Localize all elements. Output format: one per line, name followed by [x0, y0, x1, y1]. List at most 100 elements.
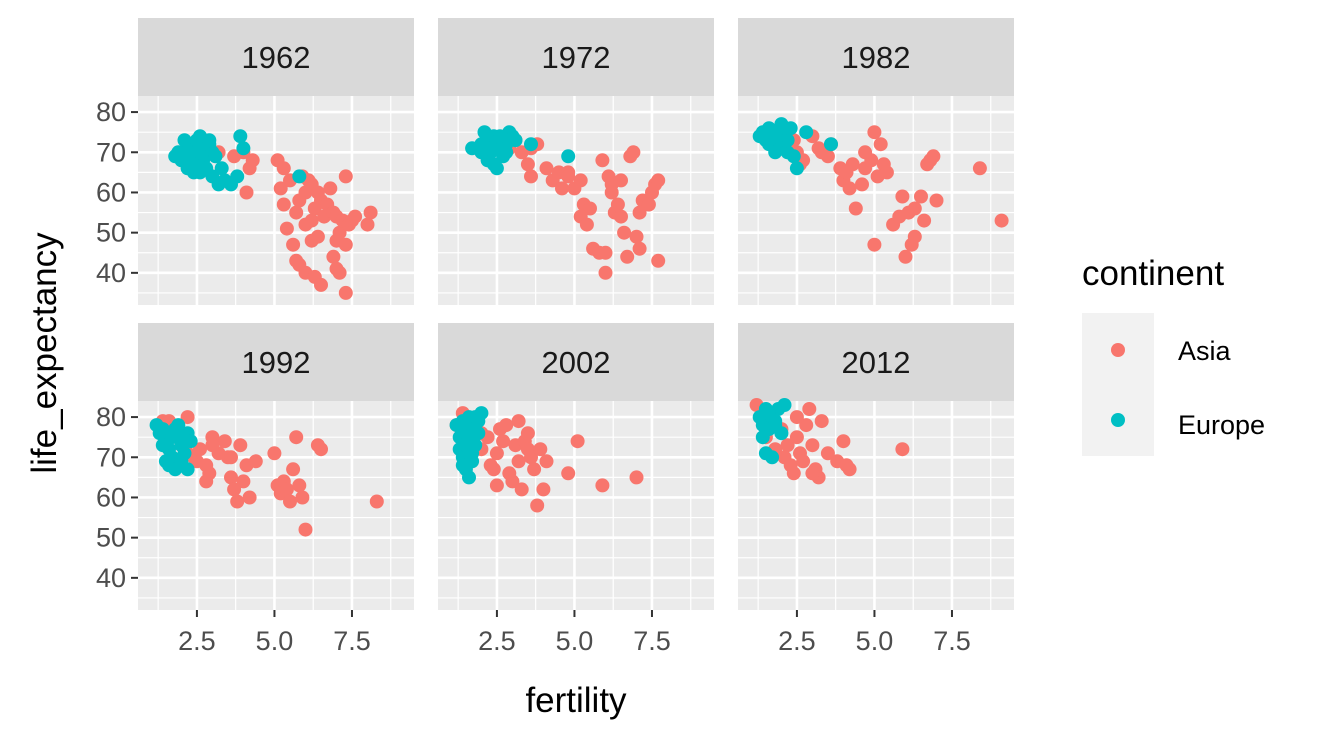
- facet-panels: 1962 1972 1982 1992 2002 2012: [138, 18, 1014, 610]
- data-point-asia: [233, 438, 248, 453]
- data-point-asia: [332, 265, 347, 280]
- data-point-asia: [914, 189, 928, 204]
- data-point-asia: [641, 197, 656, 212]
- data-point-europe: [171, 418, 186, 433]
- data-point-europe: [180, 462, 195, 477]
- data-point-asia: [224, 470, 238, 485]
- data-point-asia: [614, 209, 628, 224]
- data-point-europe: [524, 137, 538, 152]
- facet-panel-1972: 1972: [438, 18, 714, 305]
- data-point-asia: [583, 201, 597, 216]
- y-tick-label: 60: [96, 482, 126, 512]
- data-point-asia: [820, 446, 835, 461]
- data-point-asia: [514, 482, 529, 497]
- data-point-europe: [471, 414, 486, 429]
- data-point-asia: [561, 466, 576, 481]
- facet-strip: [138, 18, 414, 96]
- data-point-asia: [786, 466, 801, 481]
- data-point-asia: [873, 137, 888, 152]
- x-tick-label: 7.5: [933, 626, 971, 656]
- data-point-europe: [755, 430, 770, 445]
- data-point-asia: [496, 434, 511, 449]
- data-point-europe: [202, 133, 217, 148]
- facet-panel-2002: 2002: [438, 323, 714, 610]
- data-point-asia: [789, 410, 804, 425]
- data-point-asia: [227, 482, 242, 497]
- data-point-asia: [314, 277, 328, 292]
- data-point-europe: [789, 161, 804, 176]
- facet-panel-1992: 1992: [138, 323, 414, 610]
- data-point-asia: [573, 173, 588, 188]
- facet-strip-label: 1962: [242, 40, 311, 75]
- data-point-asia: [348, 209, 363, 224]
- data-point-europe: [208, 149, 223, 164]
- facet-panel-1962: 1962: [138, 18, 414, 305]
- data-point-asia: [972, 161, 987, 176]
- data-point-europe: [561, 149, 576, 164]
- data-point-europe: [462, 470, 476, 485]
- data-point-asia: [314, 442, 328, 457]
- data-point-asia: [279, 221, 294, 236]
- legend-key-asia: [1111, 343, 1125, 357]
- data-point-europe: [214, 161, 229, 176]
- data-point-europe: [483, 141, 498, 156]
- data-point-asia: [626, 145, 641, 160]
- data-point-asia: [217, 434, 232, 449]
- data-point-asia: [929, 193, 944, 208]
- data-point-asia: [895, 442, 910, 457]
- data-point-europe: [233, 129, 248, 144]
- data-point-asia: [799, 418, 814, 433]
- legend-key-europe: [1111, 413, 1125, 427]
- data-point-asia: [926, 149, 941, 164]
- data-point-asia: [610, 197, 625, 212]
- data-point-asia: [617, 225, 632, 240]
- data-point-europe: [168, 149, 183, 164]
- data-point-asia: [848, 201, 863, 216]
- data-point-asia: [858, 145, 873, 160]
- data-point-europe: [186, 157, 201, 172]
- data-point-asia: [898, 249, 913, 264]
- data-point-europe: [799, 125, 814, 140]
- data-point-asia: [805, 466, 820, 481]
- data-point-europe: [155, 422, 170, 437]
- data-point-asia: [842, 181, 857, 196]
- data-point-asia: [907, 229, 922, 244]
- data-point-asia: [520, 157, 535, 172]
- data-point-asia: [489, 478, 504, 493]
- data-point-asia: [629, 229, 644, 244]
- data-point-asia: [298, 522, 313, 537]
- y-tick-label: 80: [96, 97, 126, 127]
- data-point-asia: [245, 153, 260, 168]
- data-point-europe: [502, 133, 517, 148]
- data-point-asia: [820, 149, 835, 164]
- data-point-asia: [629, 470, 644, 485]
- data-point-asia: [224, 450, 238, 465]
- legend-key-background: [1082, 313, 1154, 456]
- data-point-asia: [286, 462, 301, 477]
- facet-strip-label: 2012: [842, 345, 911, 380]
- legend-label-asia: Asia: [1178, 336, 1232, 366]
- data-point-asia: [561, 169, 576, 184]
- data-point-asia: [283, 494, 297, 509]
- legend: continent Asia Europe: [1082, 254, 1265, 456]
- data-point-asia: [579, 217, 594, 232]
- data-point-europe: [768, 418, 783, 433]
- x-tick-label: 2.5: [478, 626, 516, 656]
- data-point-asia: [855, 177, 869, 192]
- data-point-asia: [292, 478, 307, 493]
- data-point-asia: [520, 426, 535, 441]
- data-point-asia: [536, 482, 551, 497]
- data-point-europe: [230, 169, 245, 184]
- panel-background: [138, 96, 414, 305]
- data-point-europe: [180, 145, 195, 160]
- y-tick-label: 50: [96, 523, 126, 553]
- facet-strip-label: 1972: [542, 40, 611, 75]
- x-tick-label: 5.0: [256, 626, 294, 656]
- data-point-asia: [511, 414, 526, 429]
- data-point-asia: [279, 482, 294, 497]
- legend-label-europe: Europe: [1178, 410, 1265, 440]
- data-point-asia: [789, 430, 804, 445]
- data-point-asia: [620, 249, 635, 264]
- data-point-asia: [836, 434, 851, 449]
